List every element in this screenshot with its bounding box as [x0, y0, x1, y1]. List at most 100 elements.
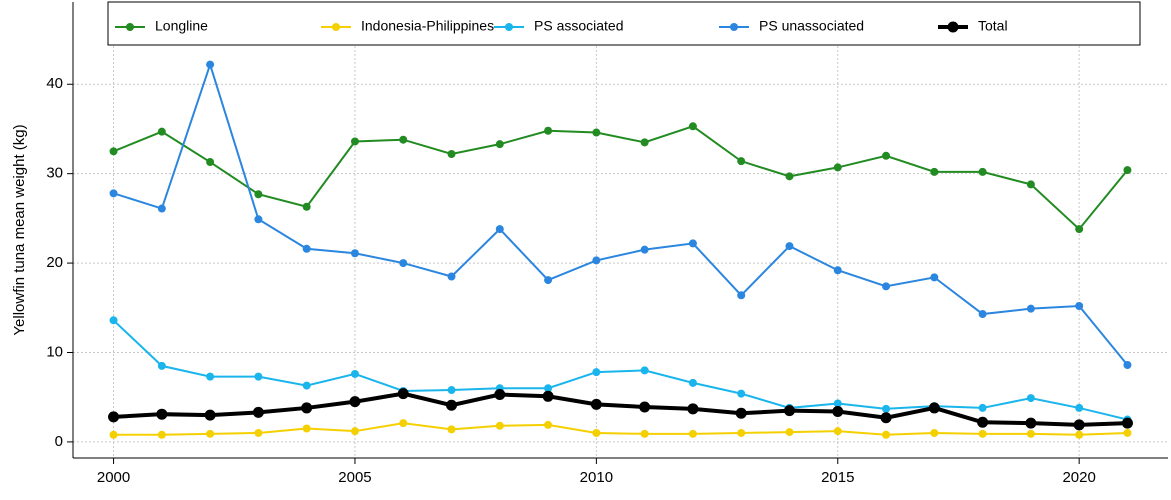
- point: [156, 408, 168, 420]
- y-tick-label: 40: [46, 75, 63, 92]
- legend-label: Total: [978, 18, 1008, 34]
- point: [495, 140, 504, 149]
- point: [978, 429, 987, 438]
- point: [399, 259, 408, 268]
- point: [302, 244, 311, 253]
- point: [1025, 417, 1037, 429]
- point: [349, 396, 361, 408]
- point: [350, 137, 359, 146]
- point: [928, 402, 940, 414]
- legend-box: [107, 1, 1141, 46]
- point: [350, 369, 359, 378]
- point: [1026, 304, 1035, 313]
- point: [109, 189, 118, 198]
- point: [399, 135, 408, 144]
- point: [447, 272, 456, 281]
- point: [880, 412, 892, 424]
- legend-marker: [505, 23, 513, 31]
- point: [978, 310, 987, 319]
- point: [204, 409, 216, 421]
- y-axis-label: Yellowfin tuna mean weight (kg): [11, 124, 28, 335]
- point: [157, 430, 166, 439]
- y-tick-label: 10: [46, 343, 63, 360]
- point: [206, 429, 215, 438]
- point: [882, 430, 891, 439]
- point: [495, 225, 504, 234]
- legend-marker: [947, 21, 959, 33]
- point: [542, 390, 554, 402]
- point: [254, 215, 263, 224]
- point: [688, 239, 697, 248]
- point: [639, 401, 651, 413]
- point: [494, 389, 506, 401]
- point: [157, 204, 166, 213]
- point: [1026, 180, 1035, 189]
- y-tick-label: 0: [55, 433, 63, 450]
- point: [447, 386, 456, 395]
- point: [783, 405, 795, 417]
- point: [301, 402, 313, 414]
- y-tick-label: 20: [46, 254, 63, 271]
- point: [592, 428, 601, 437]
- point: [1073, 419, 1085, 431]
- x-tick-label: 2015: [821, 469, 854, 486]
- point: [978, 167, 987, 176]
- point: [978, 403, 987, 412]
- point: [1075, 430, 1084, 439]
- point: [447, 425, 456, 434]
- point: [882, 151, 891, 160]
- point: [833, 163, 842, 172]
- point: [302, 424, 311, 433]
- point: [640, 366, 649, 375]
- point: [1123, 166, 1132, 175]
- point: [206, 60, 215, 69]
- point: [544, 276, 553, 285]
- point: [930, 273, 939, 282]
- point: [1026, 429, 1035, 438]
- point: [640, 138, 649, 147]
- point: [590, 398, 602, 410]
- point: [254, 190, 263, 199]
- point: [446, 399, 458, 411]
- legend-label: PS associated: [534, 18, 624, 34]
- point: [592, 368, 601, 377]
- x-tick-label: 2005: [338, 469, 371, 486]
- point: [1075, 403, 1084, 412]
- point: [157, 127, 166, 136]
- point: [206, 372, 215, 381]
- point: [254, 372, 263, 381]
- series-line: [113, 422, 1128, 436]
- point: [254, 428, 263, 437]
- point: [977, 416, 989, 428]
- point: [1123, 361, 1132, 370]
- point: [109, 430, 118, 439]
- point: [544, 126, 553, 135]
- y-tick-label: 30: [46, 165, 63, 182]
- legend-label: PS unassociated: [759, 18, 864, 34]
- legend-label: Indonesia-Philippines: [361, 18, 494, 34]
- point: [592, 256, 601, 265]
- point: [1075, 225, 1084, 234]
- point: [544, 384, 553, 393]
- point: [688, 122, 697, 131]
- legend-marker: [730, 23, 738, 31]
- point: [785, 428, 794, 437]
- legend-marker: [126, 23, 134, 31]
- point: [832, 406, 844, 418]
- x-tick-label: 2000: [97, 469, 130, 486]
- point: [785, 242, 794, 251]
- point: [399, 419, 408, 428]
- point: [735, 407, 747, 419]
- point: [157, 361, 166, 370]
- series-line: [113, 61, 1129, 366]
- point: [544, 420, 553, 429]
- point: [1026, 394, 1035, 403]
- x-tick-label: 2020: [1062, 469, 1095, 486]
- series-line: [113, 391, 1128, 427]
- point: [737, 389, 746, 398]
- point: [397, 388, 409, 400]
- point: [206, 158, 215, 167]
- point: [495, 421, 504, 430]
